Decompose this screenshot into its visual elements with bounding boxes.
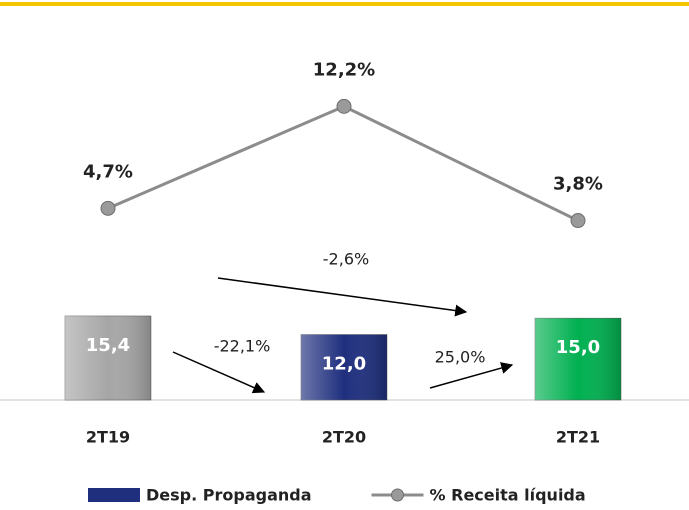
marker — [100, 200, 116, 216]
bar-shade — [301, 334, 387, 400]
x-tick-label: 2T20 — [322, 428, 366, 447]
data-label: 4,7% — [83, 161, 133, 182]
legend-swatch — [391, 488, 405, 502]
arrow — [217, 277, 468, 317]
legend-label: Desp. Propaganda — [146, 486, 312, 505]
bar-shade — [65, 315, 151, 400]
data-label: 15,4 — [86, 335, 130, 356]
annotation: -22,1% — [214, 337, 271, 356]
line — [107, 104, 579, 222]
data-label: 12,2% — [313, 59, 375, 80]
marker — [570, 213, 586, 229]
marker — [336, 98, 352, 114]
legend-swatch — [88, 488, 140, 502]
x-tick-label: 2T19 — [86, 428, 130, 447]
data-label: 3,8% — [553, 174, 603, 195]
x-tick-label: 2T21 — [556, 428, 600, 447]
top-rule — [0, 2, 689, 6]
data-label: 15,0 — [556, 337, 600, 358]
annotation: -2,6% — [323, 250, 369, 269]
arrow — [429, 362, 514, 389]
legend-label: % Receita líquida — [430, 486, 586, 505]
arrow — [172, 351, 266, 394]
bar-shade — [535, 318, 621, 400]
annotation: 25,0% — [435, 348, 486, 367]
data-label: 12,0 — [322, 354, 366, 375]
